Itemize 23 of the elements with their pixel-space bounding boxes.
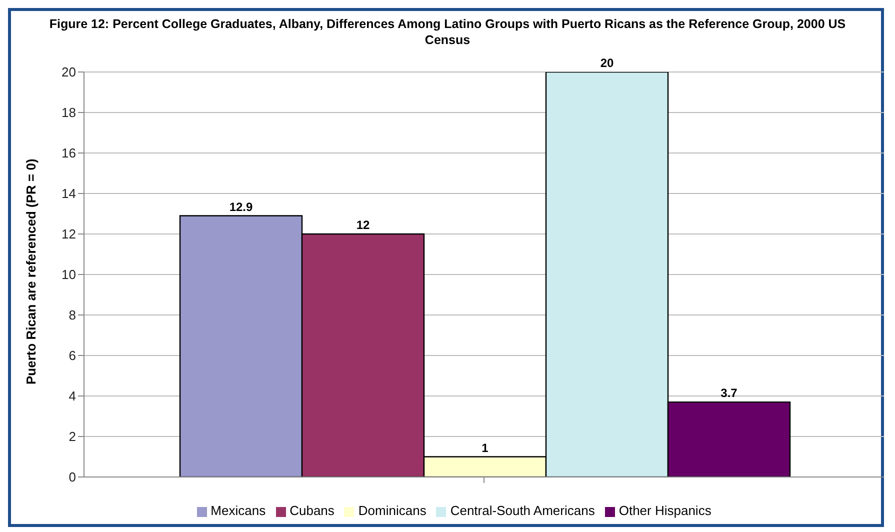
legend-label: Cubans <box>290 503 334 518</box>
data-label: 3.7 <box>720 386 738 400</box>
chart-title: Figure 12: Percent College Graduates, Albany, Differences Among Latino Groups with Puerto Ricans as the Reference Group, 2000 US Census <box>48 16 847 48</box>
y-tick-label: 2 <box>68 429 76 444</box>
y-tick-label: 4 <box>68 388 76 404</box>
y-tick-label: 12 <box>62 226 76 242</box>
legend-label: Central-South Americans <box>450 503 595 518</box>
y-tick-label: 8 <box>68 308 76 323</box>
legend-label: Dominicans <box>358 503 426 518</box>
y-tick-label: 18 <box>62 105 76 120</box>
data-label: 20 <box>600 56 614 70</box>
legend-label: Other Hispanics <box>618 503 712 518</box>
y-tick-label: 10 <box>62 267 76 282</box>
y-tick-label: 0 <box>68 470 76 485</box>
y-tick-label: 16 <box>62 146 76 161</box>
legend-label: Mexicans <box>210 503 266 518</box>
y-tick-label: 20 <box>62 64 76 80</box>
y-tick-label: 14 <box>62 186 76 202</box>
data-label: 1 <box>482 440 489 455</box>
y-axis-title: Puerto Rican are referenced (PR = 0) <box>24 158 39 384</box>
data-label: 12.9 <box>229 200 253 214</box>
data-label: 12 <box>356 218 370 232</box>
y-tick-label: 6 <box>68 348 76 364</box>
